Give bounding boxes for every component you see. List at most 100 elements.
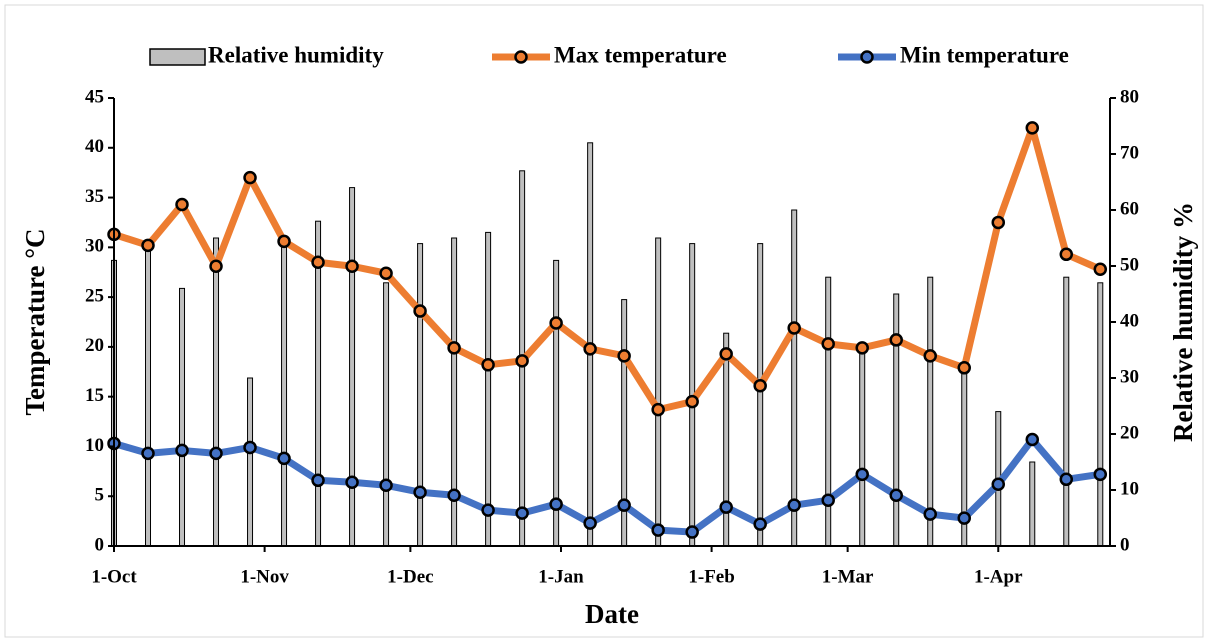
legend-item: Min temperature [838,42,1069,67]
bar [213,237,220,547]
marker [855,467,869,482]
x-tick-label: 1-Nov [240,566,289,587]
x-tick-label: 1-Dec [387,566,433,587]
bar [723,332,730,547]
legend-item: Max temperature [492,42,727,67]
marker [481,358,495,372]
y-tick-label: 40 [85,136,104,157]
marker [685,525,699,539]
y2-tick-label: 50 [1120,254,1139,275]
bar [1097,282,1104,547]
marker [345,475,359,490]
bar [383,282,390,547]
bar [315,220,322,547]
marker [889,488,903,502]
bar [893,293,900,547]
x-axis-title: Date [585,599,639,629]
y-tick-label: 35 [85,186,104,207]
marker [617,498,631,512]
marker [821,337,835,351]
marker [1059,472,1074,487]
bar [485,231,492,547]
marker [617,349,631,363]
y2-axis-title: Relative humidity % [1168,202,1198,442]
marker [1093,467,1108,482]
bar [927,276,934,547]
y2-tick-label: 10 [1120,478,1139,499]
bar [281,243,288,547]
legend-label: Min temperature [900,42,1069,67]
marker [243,170,257,185]
bar [655,237,662,547]
legend-label: Relative humidity [208,42,384,67]
bar [1029,461,1036,547]
marker [379,478,393,493]
marker [685,394,699,409]
marker [583,516,597,530]
bar [179,287,186,547]
x-tick-label: 1-Jan [538,566,584,587]
y-tick-label: 45 [85,86,104,107]
marker [753,378,767,393]
legend-item: Relative humidity [149,42,384,67]
marker [787,321,801,335]
y2-tick-label: 70 [1120,142,1139,163]
y2-tick-label: 60 [1120,198,1139,219]
y2-tick-label: 20 [1120,422,1139,443]
bar [349,187,356,547]
y-tick-label: 25 [85,285,104,306]
y-tick-label: 5 [95,485,105,506]
marker [753,517,767,531]
x-tick-label: 1-Feb [688,566,734,587]
bar [791,209,798,547]
marker [175,443,189,458]
y-tick-label: 10 [85,435,104,456]
marker [957,361,971,375]
marker [549,497,563,511]
bar [247,377,254,547]
marker [821,493,835,507]
marker [243,440,257,455]
marker [311,473,325,488]
marker [515,506,529,520]
x-tick-label: 1-Oct [91,566,137,587]
y2-tick-label: 30 [1120,366,1139,387]
chart-border [4,4,1204,638]
y-axis-title: Temperature °C [20,228,50,415]
x-tick-label: 1-Apr [974,566,1023,587]
bar [1063,276,1070,547]
marker [719,500,733,514]
marker [141,238,155,253]
x-tick-label: 1-Mar [822,566,874,587]
bar [757,243,764,547]
legend-marker [514,50,528,64]
marker [515,354,529,368]
marker [855,341,869,355]
marker [889,333,903,347]
marker [481,503,495,517]
marker [141,446,155,461]
marker [447,341,461,355]
marker [277,234,291,249]
marker [311,255,325,270]
marker [923,349,937,363]
marker [991,477,1006,492]
bar [145,243,152,547]
legend-marker [860,50,874,64]
marker [549,316,563,330]
marker [209,259,223,273]
marker [175,197,189,212]
y2-tick-label: 0 [1120,534,1130,555]
marker [277,451,291,466]
marker [413,485,427,499]
marker [651,523,665,537]
y2-tick-label: 40 [1120,310,1139,331]
marker [651,402,665,417]
marker [787,498,801,512]
marker [923,507,937,521]
marker [345,259,359,273]
y-tick-label: 20 [85,335,104,356]
marker [957,511,971,525]
marker [1093,262,1108,276]
